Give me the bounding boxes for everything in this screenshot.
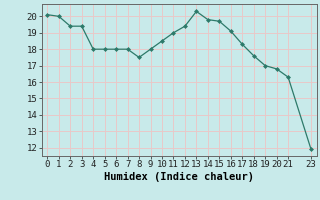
X-axis label: Humidex (Indice chaleur): Humidex (Indice chaleur) <box>104 172 254 182</box>
